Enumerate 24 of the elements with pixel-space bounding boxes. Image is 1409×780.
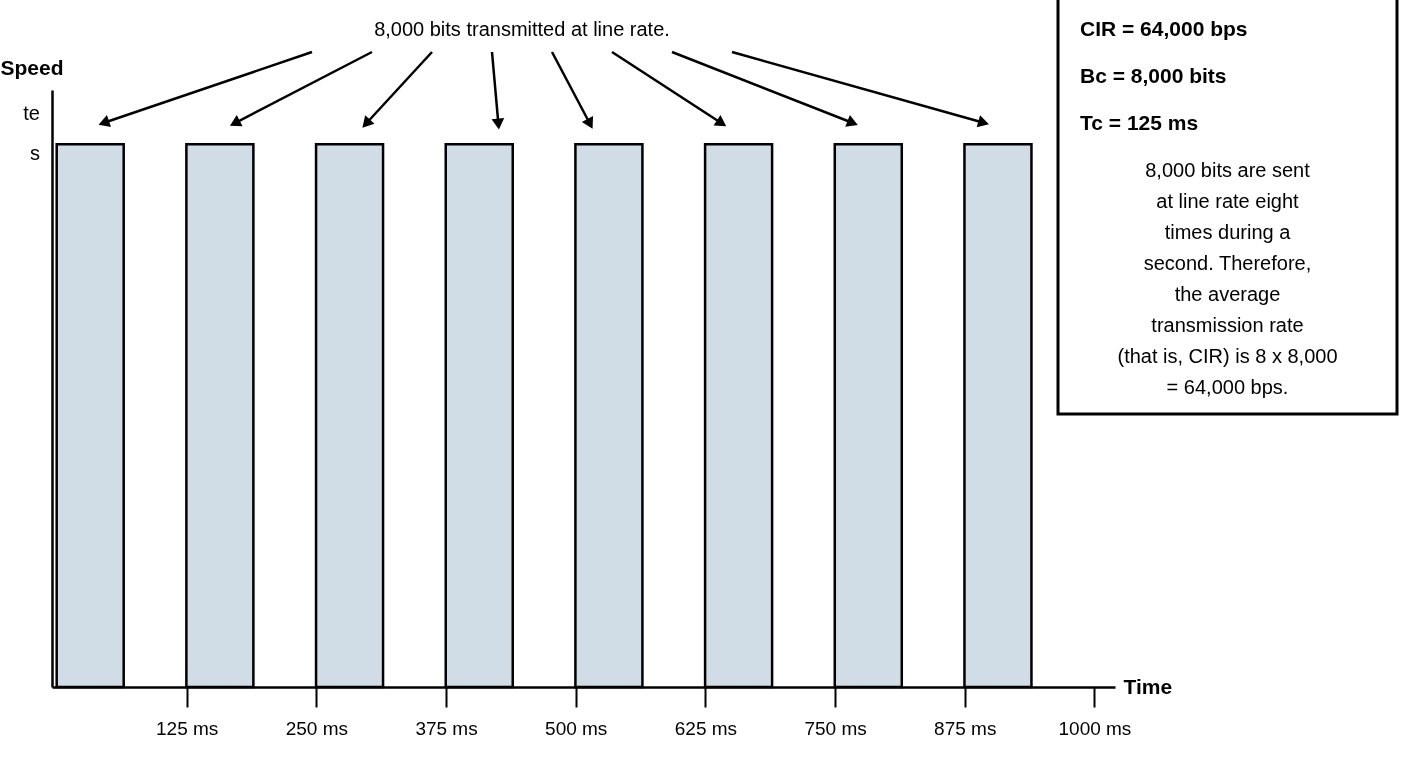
x-tick-label: 125 ms [156, 717, 219, 739]
text: the average [1174, 283, 1281, 305]
text: times during a [1164, 221, 1292, 243]
text: Tc = 125 ms [1080, 111, 1199, 134]
x-tick-label: 1000 ms [1058, 717, 1132, 739]
text: at line rate eight [1156, 190, 1300, 212]
text: 8,000 bits transmitted at line rate. [374, 18, 670, 40]
text: 8,000 bits are sent [1145, 159, 1311, 181]
x-tick-label: 625 ms [674, 717, 738, 739]
text: = 64,000 bps. [1166, 376, 1289, 398]
text: Bc = 8,000 bits [1080, 64, 1227, 87]
text: CIR = 64,000 bps [1080, 17, 1248, 40]
text: transmission rate [1151, 314, 1304, 336]
text: te [23, 102, 40, 125]
x-tick-label: 375 ms [415, 717, 478, 739]
x-tick-label: 250 ms [285, 717, 349, 739]
x-tick-label: 875 ms [934, 717, 997, 739]
x-tick-label: 750 ms [804, 717, 867, 739]
x-tick-label: 500 ms [545, 717, 608, 739]
y-axis-title: Speed [0, 55, 64, 79]
x-axis-title: Time [1123, 674, 1173, 698]
text: s [30, 142, 40, 165]
text: (that is, CIR) is 8 x 8,000 [1117, 345, 1338, 367]
text: second. Therefore, [1143, 252, 1312, 274]
